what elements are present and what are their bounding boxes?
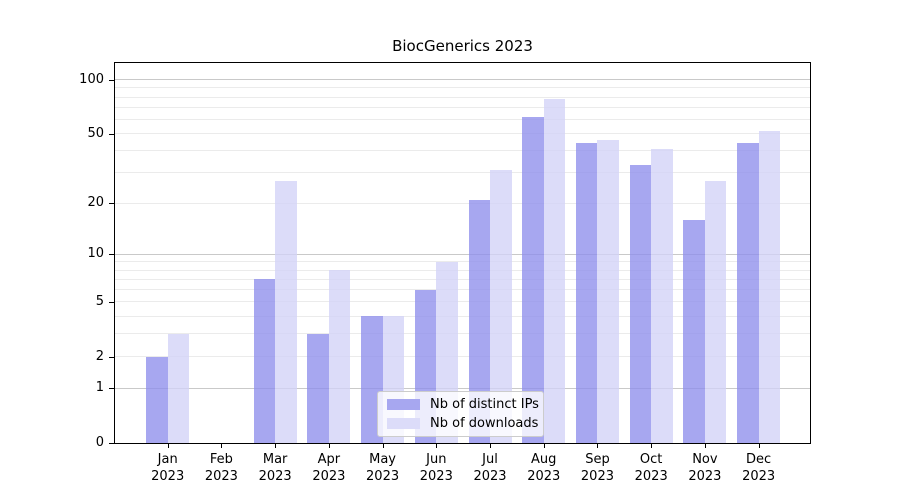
x-tick-mark <box>758 444 760 448</box>
y-tick-mark <box>109 443 114 444</box>
x-tick-label-feb: Feb 2023 <box>204 452 238 484</box>
y-tick-label: 20 <box>87 195 104 211</box>
minor-gridline <box>115 261 810 263</box>
bar-aug-downloads <box>543 99 566 443</box>
y-tick-label: 100 <box>79 71 104 87</box>
plot-inner <box>115 63 810 443</box>
bar-apr-distinct-ips <box>307 333 329 443</box>
bar-jan-downloads <box>167 333 190 443</box>
legend-row-distinct-ips: Nb of distinct IPs <box>387 397 539 412</box>
x-tick-label-jul: Jul 2023 <box>473 452 507 484</box>
x-tick-mark <box>651 444 653 448</box>
minor-gridline <box>115 301 810 303</box>
x-tick-mark <box>436 444 438 448</box>
bar-mar-downloads <box>275 180 297 443</box>
bar-sep-distinct-ips <box>575 143 598 443</box>
minor-gridline <box>115 133 810 135</box>
x-tick-label-sep: Sep 2023 <box>580 452 614 484</box>
minor-gridline <box>115 269 810 271</box>
major-gridline <box>115 253 810 255</box>
x-tick-mark <box>328 444 330 448</box>
minor-gridline <box>115 118 810 120</box>
bar-sep-downloads <box>597 139 619 443</box>
bar-apr-downloads <box>328 270 351 443</box>
x-tick-label-apr: Apr 2023 <box>312 452 346 484</box>
legend-row-downloads: Nb of downloads <box>387 416 538 431</box>
x-tick-mark <box>167 444 169 448</box>
x-tick-label-jun: Jun 2023 <box>419 452 453 484</box>
major-gridline <box>115 79 810 81</box>
y-tick-mark <box>109 388 114 390</box>
y-tick-label: 2 <box>95 348 104 364</box>
x-tick-mark <box>704 444 706 448</box>
bar-jul-downloads <box>490 170 512 443</box>
minor-gridline <box>115 333 810 335</box>
bar-aug-distinct-ips <box>522 116 544 443</box>
chart-title: BiocGenerics 2023 <box>392 37 533 55</box>
x-tick-mark <box>382 444 384 448</box>
legend-swatch-distinct-ips <box>387 399 420 410</box>
x-tick-label-may: May 2023 <box>366 452 400 484</box>
bar-mar-distinct-ips <box>253 279 276 443</box>
minor-gridline <box>115 96 810 98</box>
bar-nov-downloads <box>704 180 727 443</box>
bar-oct-distinct-ips <box>629 165 652 443</box>
y-tick-mark <box>109 203 114 205</box>
y-tick-mark <box>109 79 114 81</box>
x-tick-label-dec: Dec 2023 <box>742 452 776 484</box>
x-tick-mark <box>543 444 545 448</box>
x-tick-mark <box>275 444 277 448</box>
plot-area <box>114 62 811 444</box>
minor-gridline <box>115 150 810 152</box>
bar-oct-downloads <box>651 148 673 443</box>
legend-swatch-downloads <box>387 418 420 429</box>
x-tick-label-oct: Oct 2023 <box>634 452 668 484</box>
y-tick-label: 10 <box>87 246 104 262</box>
major-gridline <box>115 387 810 389</box>
minor-gridline <box>115 289 810 291</box>
y-tick-mark <box>109 301 114 303</box>
bar-jan-distinct-ips <box>146 356 168 443</box>
x-tick-label-nov: Nov 2023 <box>688 452 722 484</box>
y-tick-label: 5 <box>95 293 104 309</box>
y-tick-mark <box>109 133 114 135</box>
minor-gridline <box>115 356 810 358</box>
x-tick-mark <box>221 444 223 448</box>
minor-gridline <box>115 315 810 317</box>
bar-dec-distinct-ips <box>737 143 759 443</box>
legend-label-downloads: Nb of downloads <box>430 416 539 431</box>
x-tick-mark <box>490 444 492 448</box>
y-tick-mark <box>109 356 114 358</box>
y-tick-label: 1 <box>95 380 104 396</box>
bar-jul-distinct-ips <box>468 199 491 443</box>
y-tick-mark <box>109 254 114 256</box>
x-tick-label-aug: Aug 2023 <box>527 452 561 484</box>
y-tick-label: 50 <box>87 125 104 141</box>
y-tick-label: 0 <box>95 435 104 450</box>
x-tick-label-jan: Jan 2023 <box>151 452 185 484</box>
minor-gridline <box>115 172 810 174</box>
bar-nov-distinct-ips <box>683 220 705 443</box>
minor-gridline <box>115 278 810 280</box>
x-tick-mark <box>597 444 599 448</box>
legend-label-distinct-ips: Nb of distinct IPs <box>430 397 539 412</box>
minor-gridline <box>115 87 810 89</box>
bar-dec-downloads <box>758 130 781 443</box>
legend: Nb of distinct IPs Nb of downloads <box>377 391 544 437</box>
minor-gridline <box>115 202 810 204</box>
minor-gridline <box>115 107 810 109</box>
x-tick-label-mar: Mar 2023 <box>258 452 292 484</box>
